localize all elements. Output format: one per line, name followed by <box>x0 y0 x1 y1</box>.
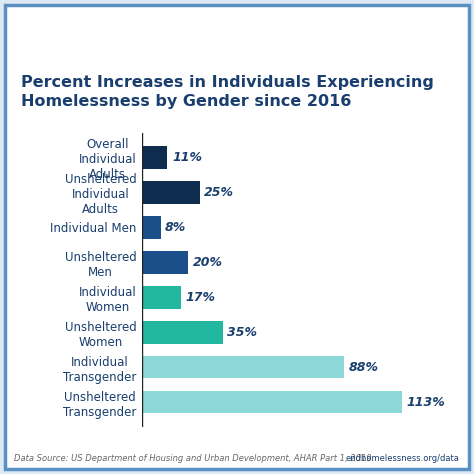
Bar <box>142 321 223 344</box>
Text: 20%: 20% <box>193 255 223 269</box>
Text: 17%: 17% <box>186 291 216 304</box>
Text: 25%: 25% <box>204 186 234 199</box>
Text: 88%: 88% <box>349 361 379 374</box>
Text: 35%: 35% <box>227 326 257 338</box>
Bar <box>142 251 188 273</box>
Bar <box>142 391 402 413</box>
Text: 113%: 113% <box>406 396 445 409</box>
Text: 8%: 8% <box>165 221 186 234</box>
Bar <box>142 216 161 238</box>
Text: Percent Increases in Individuals Experiencing
Homelessness by Gender since 2016: Percent Increases in Individuals Experie… <box>21 75 434 109</box>
Text: Data Source: US Department of Housing and Urban Development, AHAR Part 1, 2019.: Data Source: US Department of Housing an… <box>14 454 374 463</box>
Bar <box>142 286 181 309</box>
Text: endhomelessness.org/data: endhomelessness.org/data <box>346 454 460 463</box>
Bar <box>142 181 200 203</box>
Bar <box>142 146 167 169</box>
Bar <box>142 356 344 379</box>
Text: 11%: 11% <box>172 151 202 164</box>
